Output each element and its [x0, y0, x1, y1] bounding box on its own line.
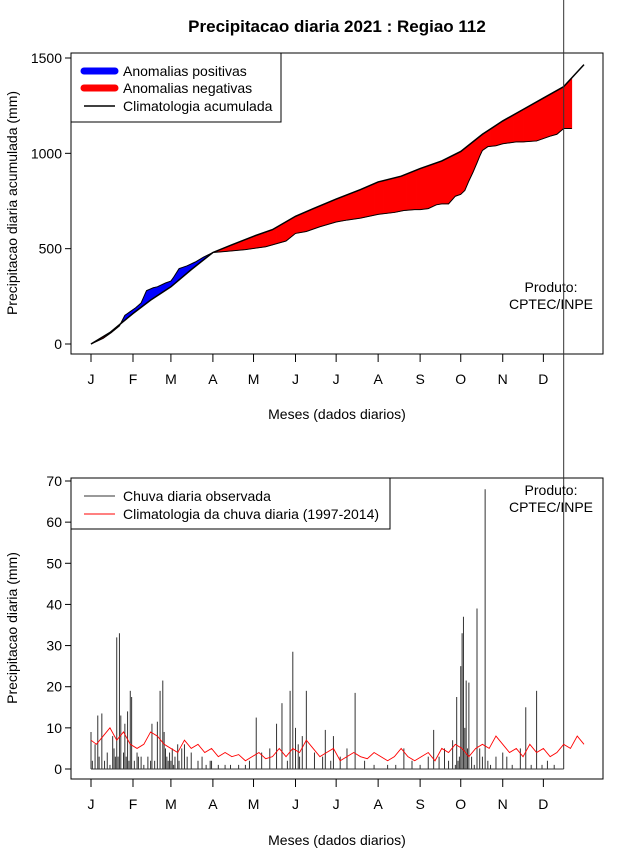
x-tick-label: D: [538, 371, 548, 387]
x-tick-label: J: [292, 796, 299, 812]
x-tick-label: M: [165, 371, 177, 387]
x-tick-label: D: [538, 796, 548, 812]
x-tick-label: F: [129, 371, 138, 387]
y-tick-label: 50: [46, 555, 62, 571]
y-tick-label: 0: [54, 336, 62, 352]
x-tick-label: A: [208, 371, 218, 387]
x-tick-label: A: [373, 371, 383, 387]
y-axis-label: Precipitacao diaria acumulada (mm): [4, 91, 20, 315]
y-tick-label: 30: [46, 638, 62, 654]
x-tick-label: J: [88, 796, 95, 812]
legend-box: [70, 477, 391, 530]
y-tick-label: 1500: [31, 50, 62, 66]
daily-climatology: [90, 727, 585, 762]
observed-cumulative-line: [90, 128, 572, 345]
y-tick-label: 10: [46, 720, 62, 736]
x-tick-label: N: [498, 371, 508, 387]
x-tick-label: A: [373, 796, 383, 812]
x-tick-label: O: [455, 371, 466, 387]
x-tick-label: J: [333, 371, 340, 387]
x-tick-label: N: [498, 796, 508, 812]
x-tick-label: O: [455, 796, 466, 812]
x-tick-label: M: [165, 796, 177, 812]
daily-bars: [90, 0, 565, 770]
y-tick-label: 70: [46, 473, 62, 489]
y-axis: 0 500 1000 1500: [31, 50, 72, 352]
x-tick-label: F: [129, 796, 138, 812]
x-tick-label: A: [208, 796, 218, 812]
legend-label-negative: Anomalias negativas: [123, 80, 252, 96]
daily-climatology-line: [90, 727, 585, 762]
x-axis-label: Meses (dados diarios): [268, 406, 406, 422]
x-tick-label: J: [292, 371, 299, 387]
chart-title: Precipitacao diaria 2021 : Regiao 112: [188, 17, 486, 36]
legend-label-climatology: Climatologia da chuva diaria (1997-2014): [123, 506, 379, 522]
y-tick-label: 40: [46, 596, 62, 612]
legend-label-climatology: Climatologia acumulada: [123, 98, 273, 114]
y-tick-label: 0: [54, 761, 62, 777]
cumulative-panel: 0 500 1000 1500 J F M A M J J A S O N D Precipitacao d…: [4, 50, 604, 422]
x-tick-label: J: [333, 796, 340, 812]
product-label: Produto:: [525, 279, 578, 295]
legend-label-observed: Chuva diaria observada: [123, 488, 271, 504]
x-axis-label: Meses (dados diarios): [268, 832, 406, 848]
x-tick-label: M: [248, 371, 260, 387]
legend-label-positive: Anomalias positivas: [123, 63, 247, 79]
product-label: Produto:: [525, 482, 578, 498]
cumulative-lines: [90, 64, 585, 345]
y-tick-label: 60: [46, 514, 62, 530]
x-tick-label: M: [248, 796, 260, 812]
y-tick-label: 500: [39, 241, 63, 257]
negative-anomaly-segment: [570, 77, 573, 129]
product-source: CPTEC/INPE: [509, 296, 593, 312]
y-axis: 0 10 20 30 40 50 60 70: [46, 473, 72, 777]
legend: Anomalias positivas Anomalias negativas …: [70, 52, 282, 123]
y-tick-label: 1000: [31, 145, 62, 161]
x-tick-label: J: [88, 371, 95, 387]
x-tick-label: S: [415, 371, 424, 387]
y-axis-label: Precipitacao diaria (mm): [4, 552, 20, 704]
legend: Chuva diaria observada Climatologia da c…: [70, 477, 391, 530]
product-source: CPTEC/INPE: [509, 499, 593, 515]
climatology-cumulative-line: [90, 64, 585, 345]
daily-panel: 0 10 20 30 40 50 60 70 J F M A M J J A S O N D Precipitaca…: [4, 0, 604, 848]
x-tick-label: S: [415, 796, 424, 812]
y-tick-label: 20: [46, 679, 62, 695]
